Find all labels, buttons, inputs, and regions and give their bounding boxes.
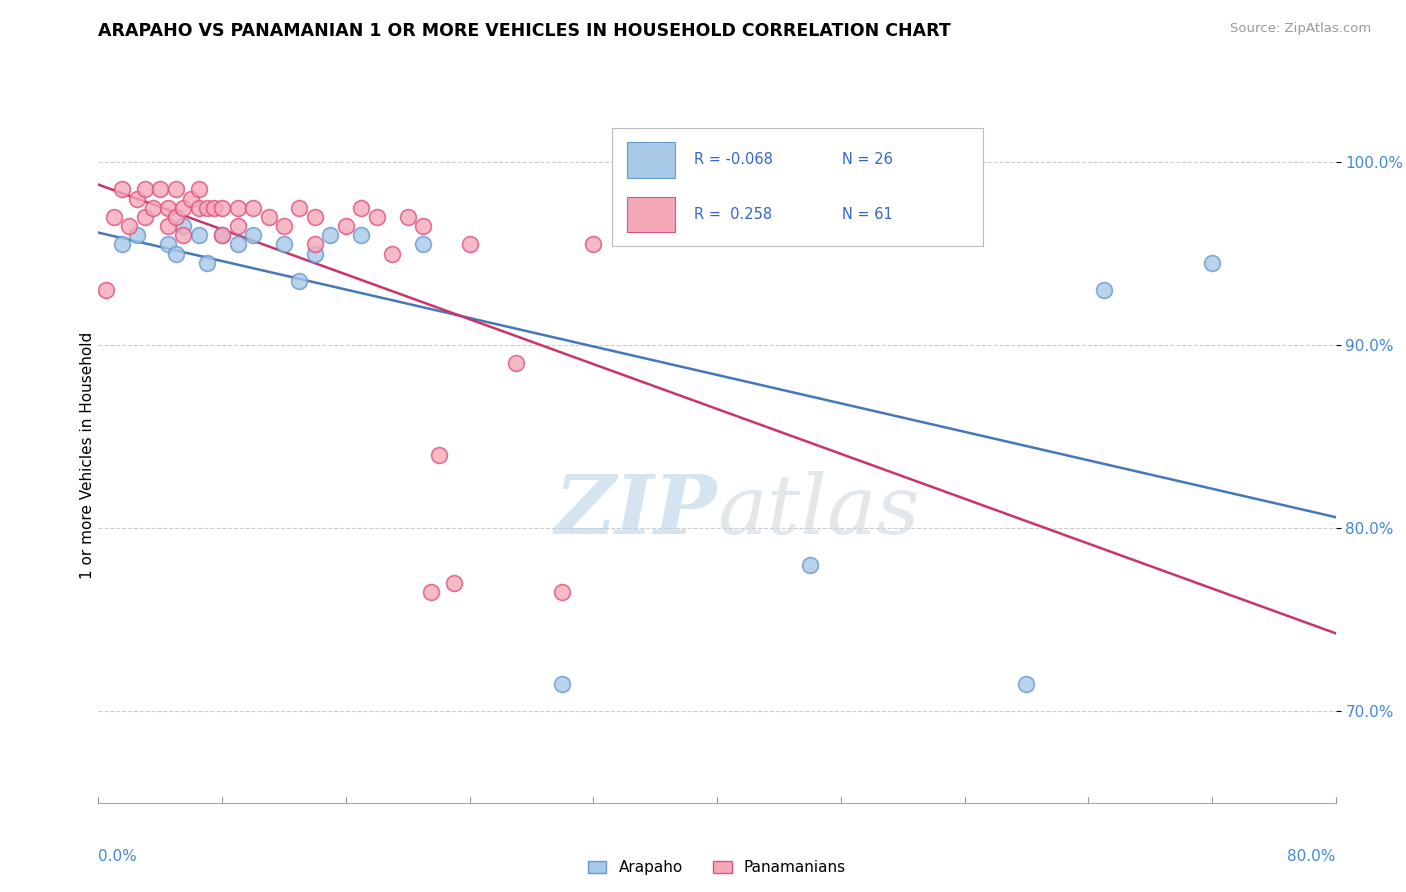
Point (273, 219, 295, 233)
Point (188, 201, 211, 215)
Point (582, 237, 605, 252)
Point (211, 228, 233, 243)
Point (288, 274, 311, 288)
Point (149, 182, 172, 196)
Point (134, 210, 156, 224)
Point (396, 210, 419, 224)
Point (165, 210, 187, 224)
Point (195, 255, 218, 269)
Point (1015, 677, 1038, 691)
Point (350, 228, 373, 243)
Point (134, 182, 156, 196)
Point (458, 237, 481, 252)
Point (551, 677, 574, 691)
Point (165, 182, 187, 196)
Point (157, 219, 180, 233)
Point (188, 182, 211, 196)
Point (127, 228, 149, 243)
Text: Source: ZipAtlas.com: Source: ZipAtlas.com (1230, 22, 1371, 36)
Point (366, 210, 388, 224)
Point (96, 283, 118, 297)
Point (675, 201, 697, 215)
Text: ZIP: ZIP (554, 471, 717, 550)
Text: ARAPAHO VS PANAMANIAN 1 OR MORE VEHICLES IN HOUSEHOLD CORRELATION CHART: ARAPAHO VS PANAMANIAN 1 OR MORE VEHICLES… (98, 22, 952, 40)
Point (412, 219, 434, 233)
Point (195, 201, 218, 215)
Point (304, 246, 326, 260)
Point (111, 237, 132, 252)
Point (141, 201, 165, 215)
Point (165, 246, 187, 260)
Point (172, 228, 194, 243)
Point (157, 237, 180, 252)
Point (180, 192, 202, 206)
Text: 0.0%: 0.0% (98, 848, 138, 863)
Point (172, 201, 194, 215)
Point (288, 201, 311, 215)
Point (551, 585, 574, 599)
Point (211, 228, 233, 243)
Point (427, 448, 450, 462)
Point (211, 201, 233, 215)
Point (157, 201, 180, 215)
Point (319, 228, 342, 243)
Point (226, 219, 249, 233)
Point (103, 210, 125, 224)
Point (127, 192, 149, 206)
Point (304, 237, 326, 252)
Point (226, 201, 249, 215)
Point (242, 201, 264, 215)
Point (350, 201, 373, 215)
Point (1092, 283, 1115, 297)
Point (172, 219, 194, 233)
Point (505, 356, 527, 370)
Point (226, 237, 249, 252)
Point (335, 219, 357, 233)
Text: atlas: atlas (717, 471, 920, 550)
Point (443, 576, 465, 591)
Point (257, 210, 280, 224)
Point (381, 246, 404, 260)
Point (304, 210, 326, 224)
Point (111, 182, 132, 196)
Point (412, 237, 434, 252)
Point (799, 558, 821, 572)
Y-axis label: 1 or more Vehicles in Household: 1 or more Vehicles in Household (80, 331, 94, 579)
Legend: Arapaho, Panamanians: Arapaho, Panamanians (588, 860, 846, 875)
Point (188, 228, 211, 243)
Point (204, 201, 226, 215)
Point (118, 219, 141, 233)
Text: 80.0%: 80.0% (1288, 848, 1336, 863)
Point (1201, 255, 1223, 269)
Point (420, 585, 443, 599)
Point (273, 237, 295, 252)
Point (242, 228, 264, 243)
